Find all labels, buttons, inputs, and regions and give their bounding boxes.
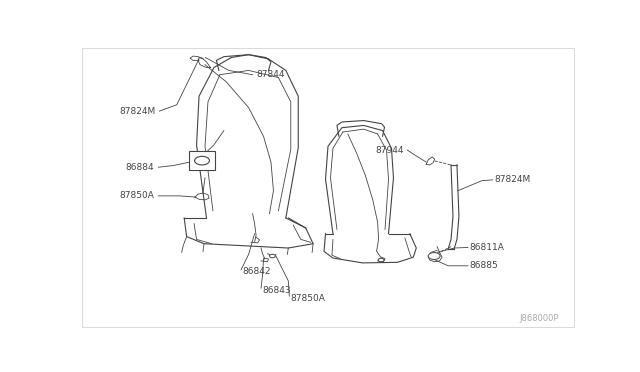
Text: 87944: 87944 <box>375 145 403 154</box>
Text: 87844: 87844 <box>256 70 285 79</box>
Text: 86811A: 86811A <box>469 243 504 252</box>
Text: 87850A: 87850A <box>291 294 325 303</box>
Text: 87824M: 87824M <box>495 175 531 185</box>
Text: 87850A: 87850A <box>120 191 154 201</box>
Circle shape <box>428 253 440 260</box>
Circle shape <box>195 156 209 165</box>
Circle shape <box>269 254 275 258</box>
Text: 86842: 86842 <box>243 267 271 276</box>
Circle shape <box>378 258 384 262</box>
Text: 87824M: 87824M <box>119 107 156 116</box>
Text: 86843: 86843 <box>262 286 291 295</box>
FancyBboxPatch shape <box>189 151 216 170</box>
Text: 86885: 86885 <box>469 261 498 270</box>
Text: 86884: 86884 <box>126 163 154 172</box>
Text: J868000P: J868000P <box>519 314 559 323</box>
